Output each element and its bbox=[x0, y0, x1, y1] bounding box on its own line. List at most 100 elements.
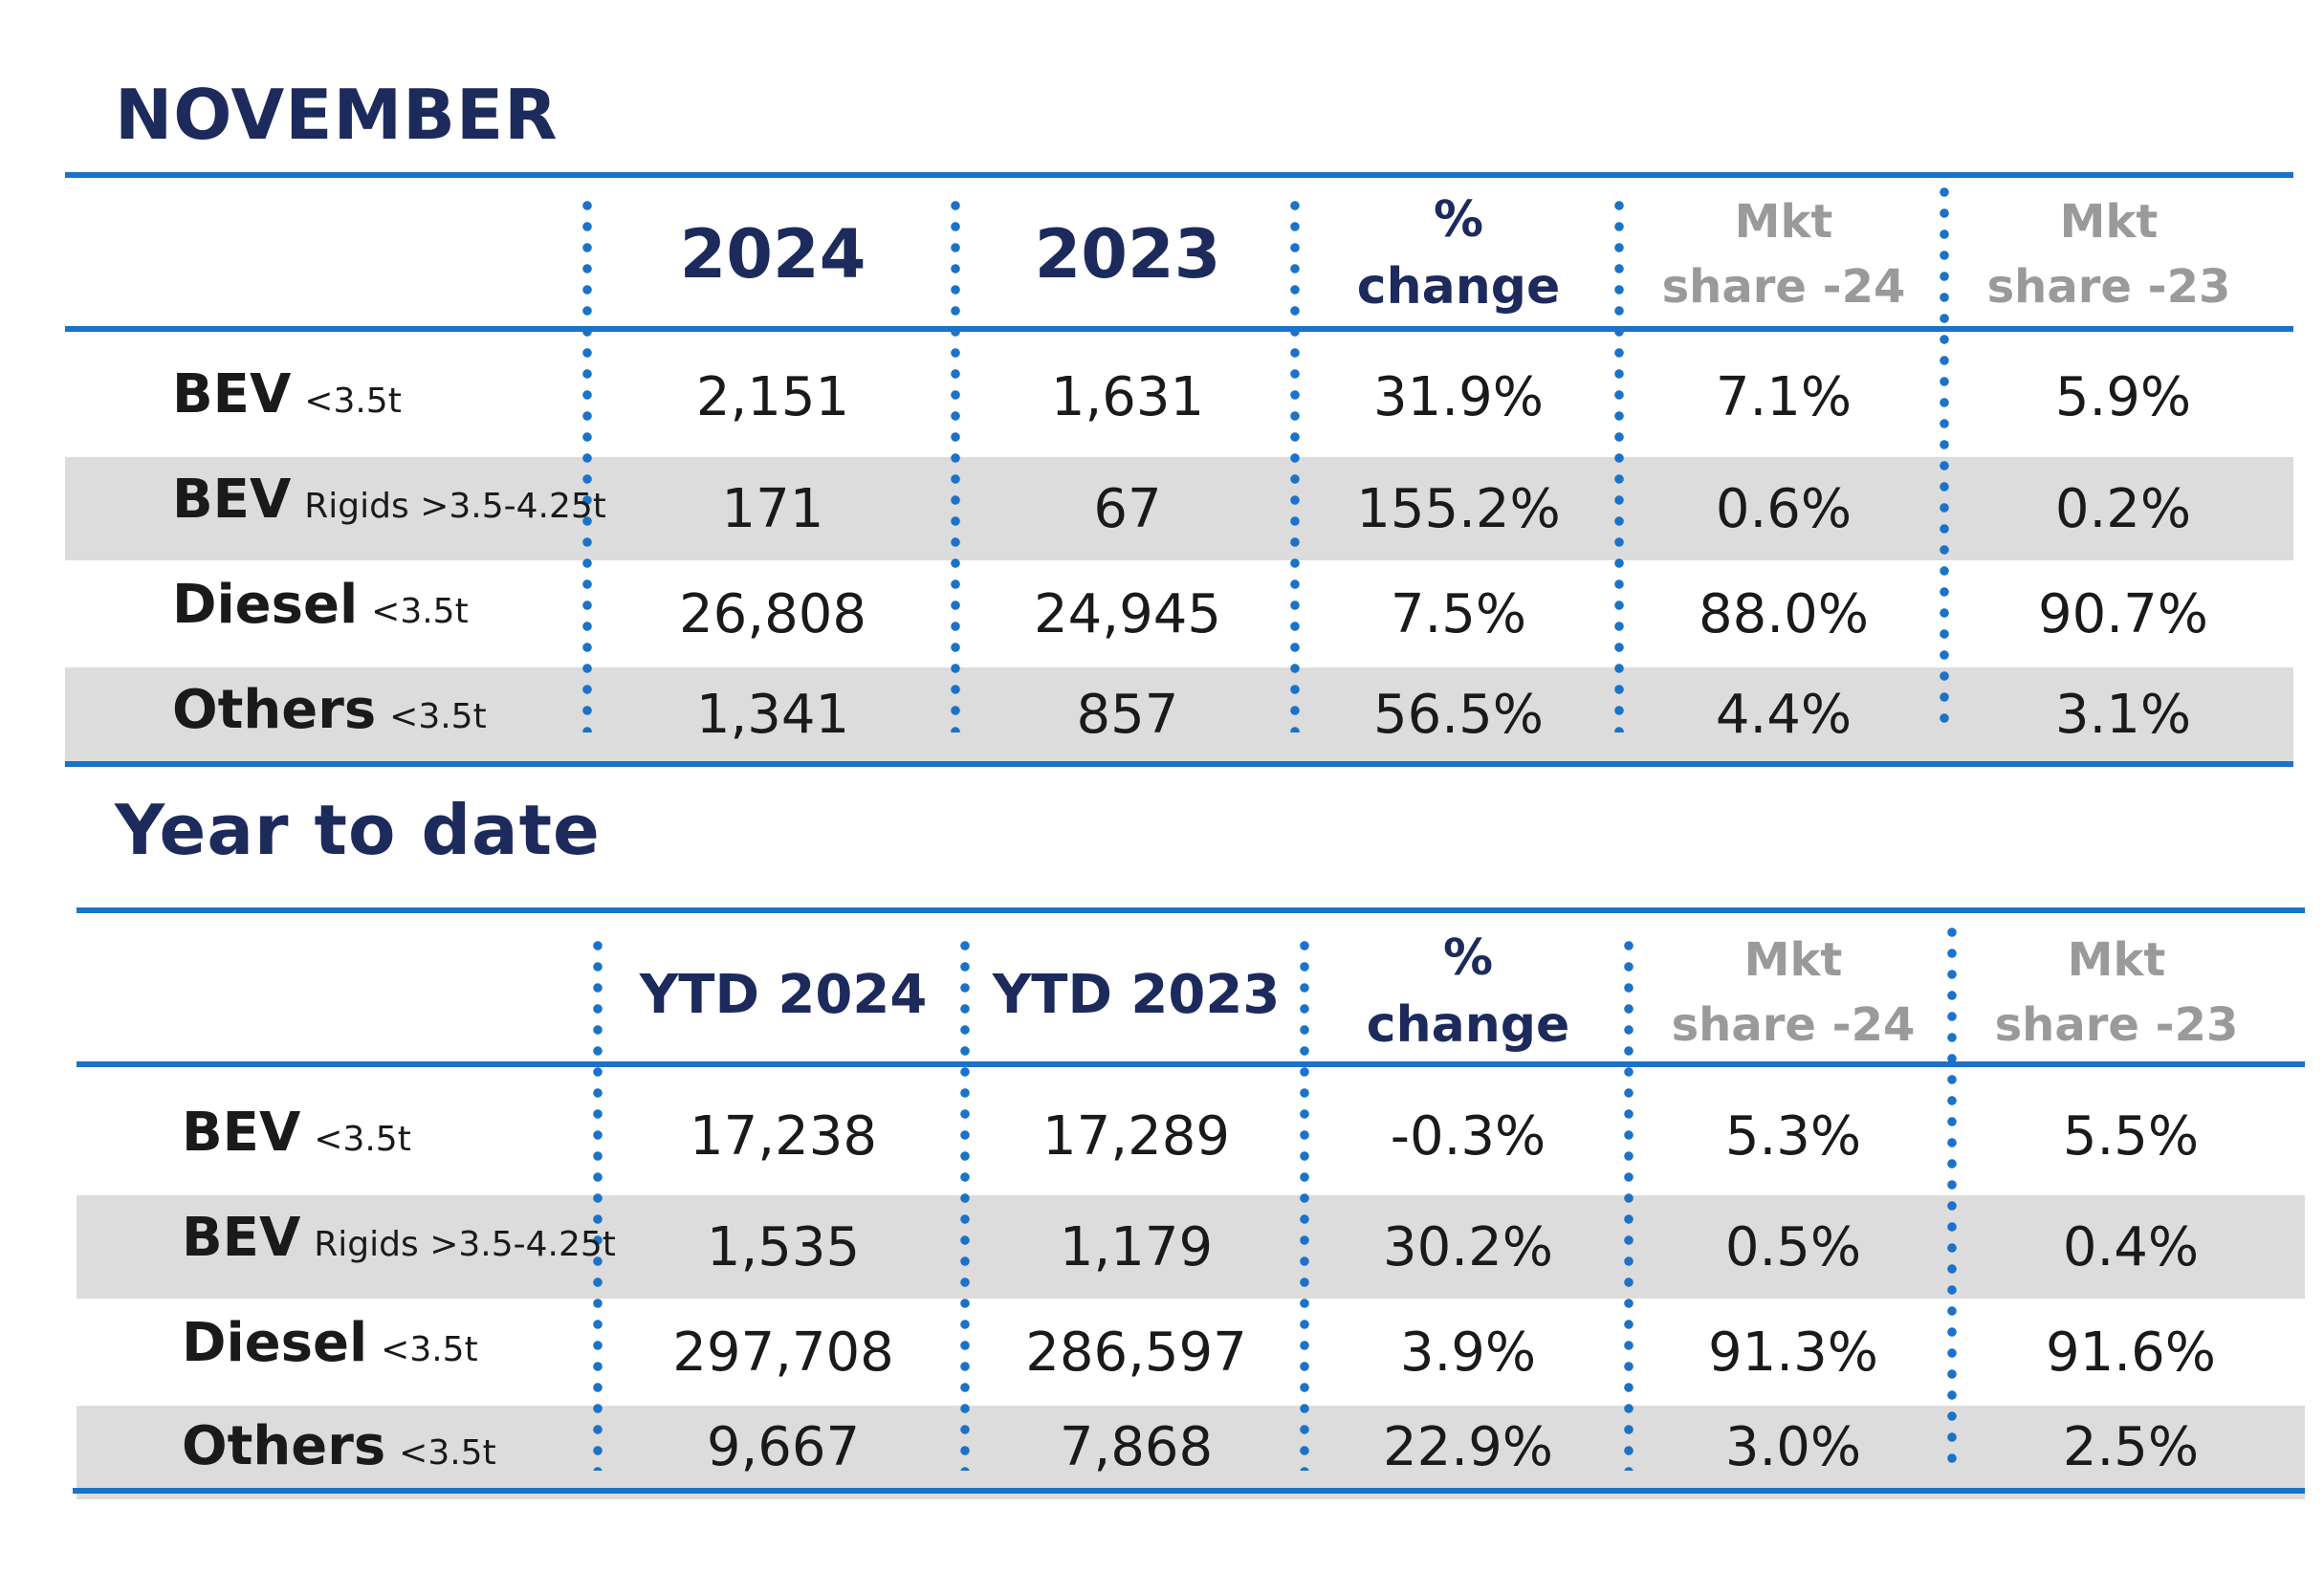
cell-2024: 2,151 bbox=[695, 365, 850, 428]
table-bottom-rule bbox=[65, 761, 2293, 767]
cell-ytd-2023: 17,289 bbox=[1042, 1104, 1230, 1168]
header-change-word: change bbox=[1356, 258, 1561, 316]
cell-mkt-share-23: 5.9% bbox=[2054, 365, 2192, 428]
row-stripe bbox=[65, 667, 2293, 763]
row-label: BEV Rigids >3.5-4.25t bbox=[172, 469, 606, 531]
header-bottom-rule bbox=[77, 1061, 2305, 1067]
row-stripe bbox=[65, 457, 2293, 560]
column-divider bbox=[1300, 935, 1309, 1471]
column-divider bbox=[1614, 195, 1624, 732]
row-label: Diesel <3.5t bbox=[182, 1312, 478, 1374]
row-label-main: BEV bbox=[182, 1102, 301, 1164]
header-ytd-2023: YTD 2023 bbox=[992, 963, 1281, 1026]
header-bottom-rule bbox=[65, 326, 2293, 332]
column-divider bbox=[1940, 182, 1949, 732]
cell-mkt-share-23: 0.4% bbox=[2062, 1215, 2200, 1278]
cell-mkt-share-24: 7.1% bbox=[1715, 365, 1853, 428]
column-divider bbox=[1290, 195, 1300, 732]
header-mkt-word: Mkt bbox=[1743, 933, 1843, 987]
row-label: Diesel <3.5t bbox=[172, 574, 469, 636]
header-2024: 2024 bbox=[679, 215, 866, 294]
header-2023: 2023 bbox=[1034, 215, 1221, 294]
header-mkt-share-24: Mkt share -24 bbox=[1626, 187, 1941, 321]
row-label-sub: <3.5t bbox=[381, 1330, 478, 1369]
header-mkt-word: Mkt bbox=[2059, 195, 2159, 249]
row-label-sub: <3.5t bbox=[314, 1120, 411, 1159]
cell-2024: 171 bbox=[721, 477, 824, 540]
column-divider bbox=[1624, 935, 1633, 1471]
cell-mkt-share-24: 4.4% bbox=[1715, 683, 1853, 746]
cell-mkt-share-23: 90.7% bbox=[2038, 582, 2208, 645]
cell-mkt-share-23: 5.5% bbox=[2062, 1104, 2200, 1168]
cell-2023: 857 bbox=[1076, 683, 1179, 746]
cell-ytd-2024: 17,238 bbox=[690, 1104, 877, 1168]
table-top-rule bbox=[65, 172, 2293, 178]
row-stripe bbox=[77, 1406, 2305, 1499]
cell-mkt-share-24: 5.3% bbox=[1724, 1104, 1862, 1168]
cell-2024: 1,341 bbox=[695, 683, 850, 746]
cell-2024: 26,808 bbox=[679, 582, 866, 645]
header-share-24: share -24 bbox=[1671, 998, 1916, 1052]
cell-mkt-share-24: 0.6% bbox=[1715, 477, 1853, 540]
row-label-sub: <3.5t bbox=[371, 592, 469, 631]
november-heading: NOVEMBER bbox=[115, 75, 559, 155]
header-mkt-share-23: Mkt share -23 bbox=[1959, 926, 2274, 1060]
row-label: BEV <3.5t bbox=[172, 363, 402, 426]
cell-pct-change: 56.5% bbox=[1373, 683, 1544, 746]
table-top-rule bbox=[77, 907, 2305, 913]
row-label: Others <3.5t bbox=[182, 1415, 496, 1477]
cell-ytd-2024: 9,667 bbox=[706, 1415, 861, 1478]
cell-pct-change: 3.9% bbox=[1399, 1321, 1537, 1384]
cell-mkt-share-23: 2.5% bbox=[2062, 1415, 2200, 1478]
cell-2023: 24,945 bbox=[1034, 582, 1221, 645]
cell-ytd-2024: 297,708 bbox=[672, 1321, 894, 1384]
row-label-main: BEV bbox=[182, 1207, 301, 1269]
cell-pct-change: 31.9% bbox=[1373, 365, 1544, 428]
header-share-24: share -24 bbox=[1661, 260, 1906, 314]
header-share-23: share -23 bbox=[1994, 998, 2239, 1052]
cell-ytd-2023: 7,868 bbox=[1059, 1415, 1214, 1478]
cell-2023: 67 bbox=[1093, 477, 1162, 540]
row-label-sub: <3.5t bbox=[399, 1433, 496, 1473]
cell-mkt-share-23: 3.1% bbox=[2054, 683, 2192, 746]
cell-mkt-share-24: 0.5% bbox=[1724, 1215, 1862, 1278]
column-divider bbox=[582, 195, 592, 732]
row-label: BEV <3.5t bbox=[182, 1102, 411, 1164]
row-label-sub: <3.5t bbox=[304, 382, 402, 421]
header-pct-symbol: % bbox=[1433, 191, 1484, 249]
cell-mkt-share-23: 91.6% bbox=[2046, 1321, 2216, 1384]
row-label-sub: <3.5t bbox=[389, 697, 487, 736]
column-divider bbox=[593, 935, 603, 1471]
row-label-main: BEV bbox=[172, 363, 292, 426]
row-label: Others <3.5t bbox=[172, 679, 487, 741]
column-divider bbox=[960, 935, 970, 1471]
column-divider bbox=[1947, 922, 1957, 1471]
cell-ytd-2024: 1,535 bbox=[706, 1215, 861, 1278]
header-pct-symbol: % bbox=[1442, 929, 1494, 987]
header-mkt-word: Mkt bbox=[1734, 195, 1833, 249]
cell-pct-change: 30.2% bbox=[1383, 1215, 1553, 1278]
header-mkt-word: Mkt bbox=[2067, 933, 2166, 987]
header-share-23: share -23 bbox=[1986, 260, 2231, 314]
row-label-main: Others bbox=[172, 679, 377, 741]
cell-pct-change: 22.9% bbox=[1383, 1415, 1553, 1478]
row-label-sub: Rigids >3.5-4.25t bbox=[314, 1225, 616, 1264]
row-label-main: BEV bbox=[172, 469, 292, 531]
row-label-main: Diesel bbox=[182, 1312, 368, 1374]
cell-ytd-2023: 286,597 bbox=[1025, 1321, 1247, 1384]
cell-pct-change: 155.2% bbox=[1356, 477, 1561, 540]
header-mkt-share-24: Mkt share -24 bbox=[1635, 926, 1951, 1060]
table-bottom-rule bbox=[73, 1488, 2305, 1494]
cell-pct-change: 7.5% bbox=[1390, 582, 1527, 645]
cell-2023: 1,631 bbox=[1050, 365, 1205, 428]
ytd-heading: Year to date bbox=[115, 790, 601, 870]
row-stripe bbox=[77, 1195, 2305, 1299]
header-pct-change: % change bbox=[1310, 920, 1626, 1063]
header-pct-change: % change bbox=[1301, 182, 1616, 325]
row-label-main: Diesel bbox=[172, 574, 359, 636]
cell-pct-change: -0.3% bbox=[1390, 1104, 1546, 1168]
header-change-word: change bbox=[1366, 996, 1570, 1054]
row-label-main: Others bbox=[182, 1415, 386, 1477]
column-divider bbox=[951, 195, 960, 732]
cell-mkt-share-24: 91.3% bbox=[1708, 1321, 1878, 1384]
